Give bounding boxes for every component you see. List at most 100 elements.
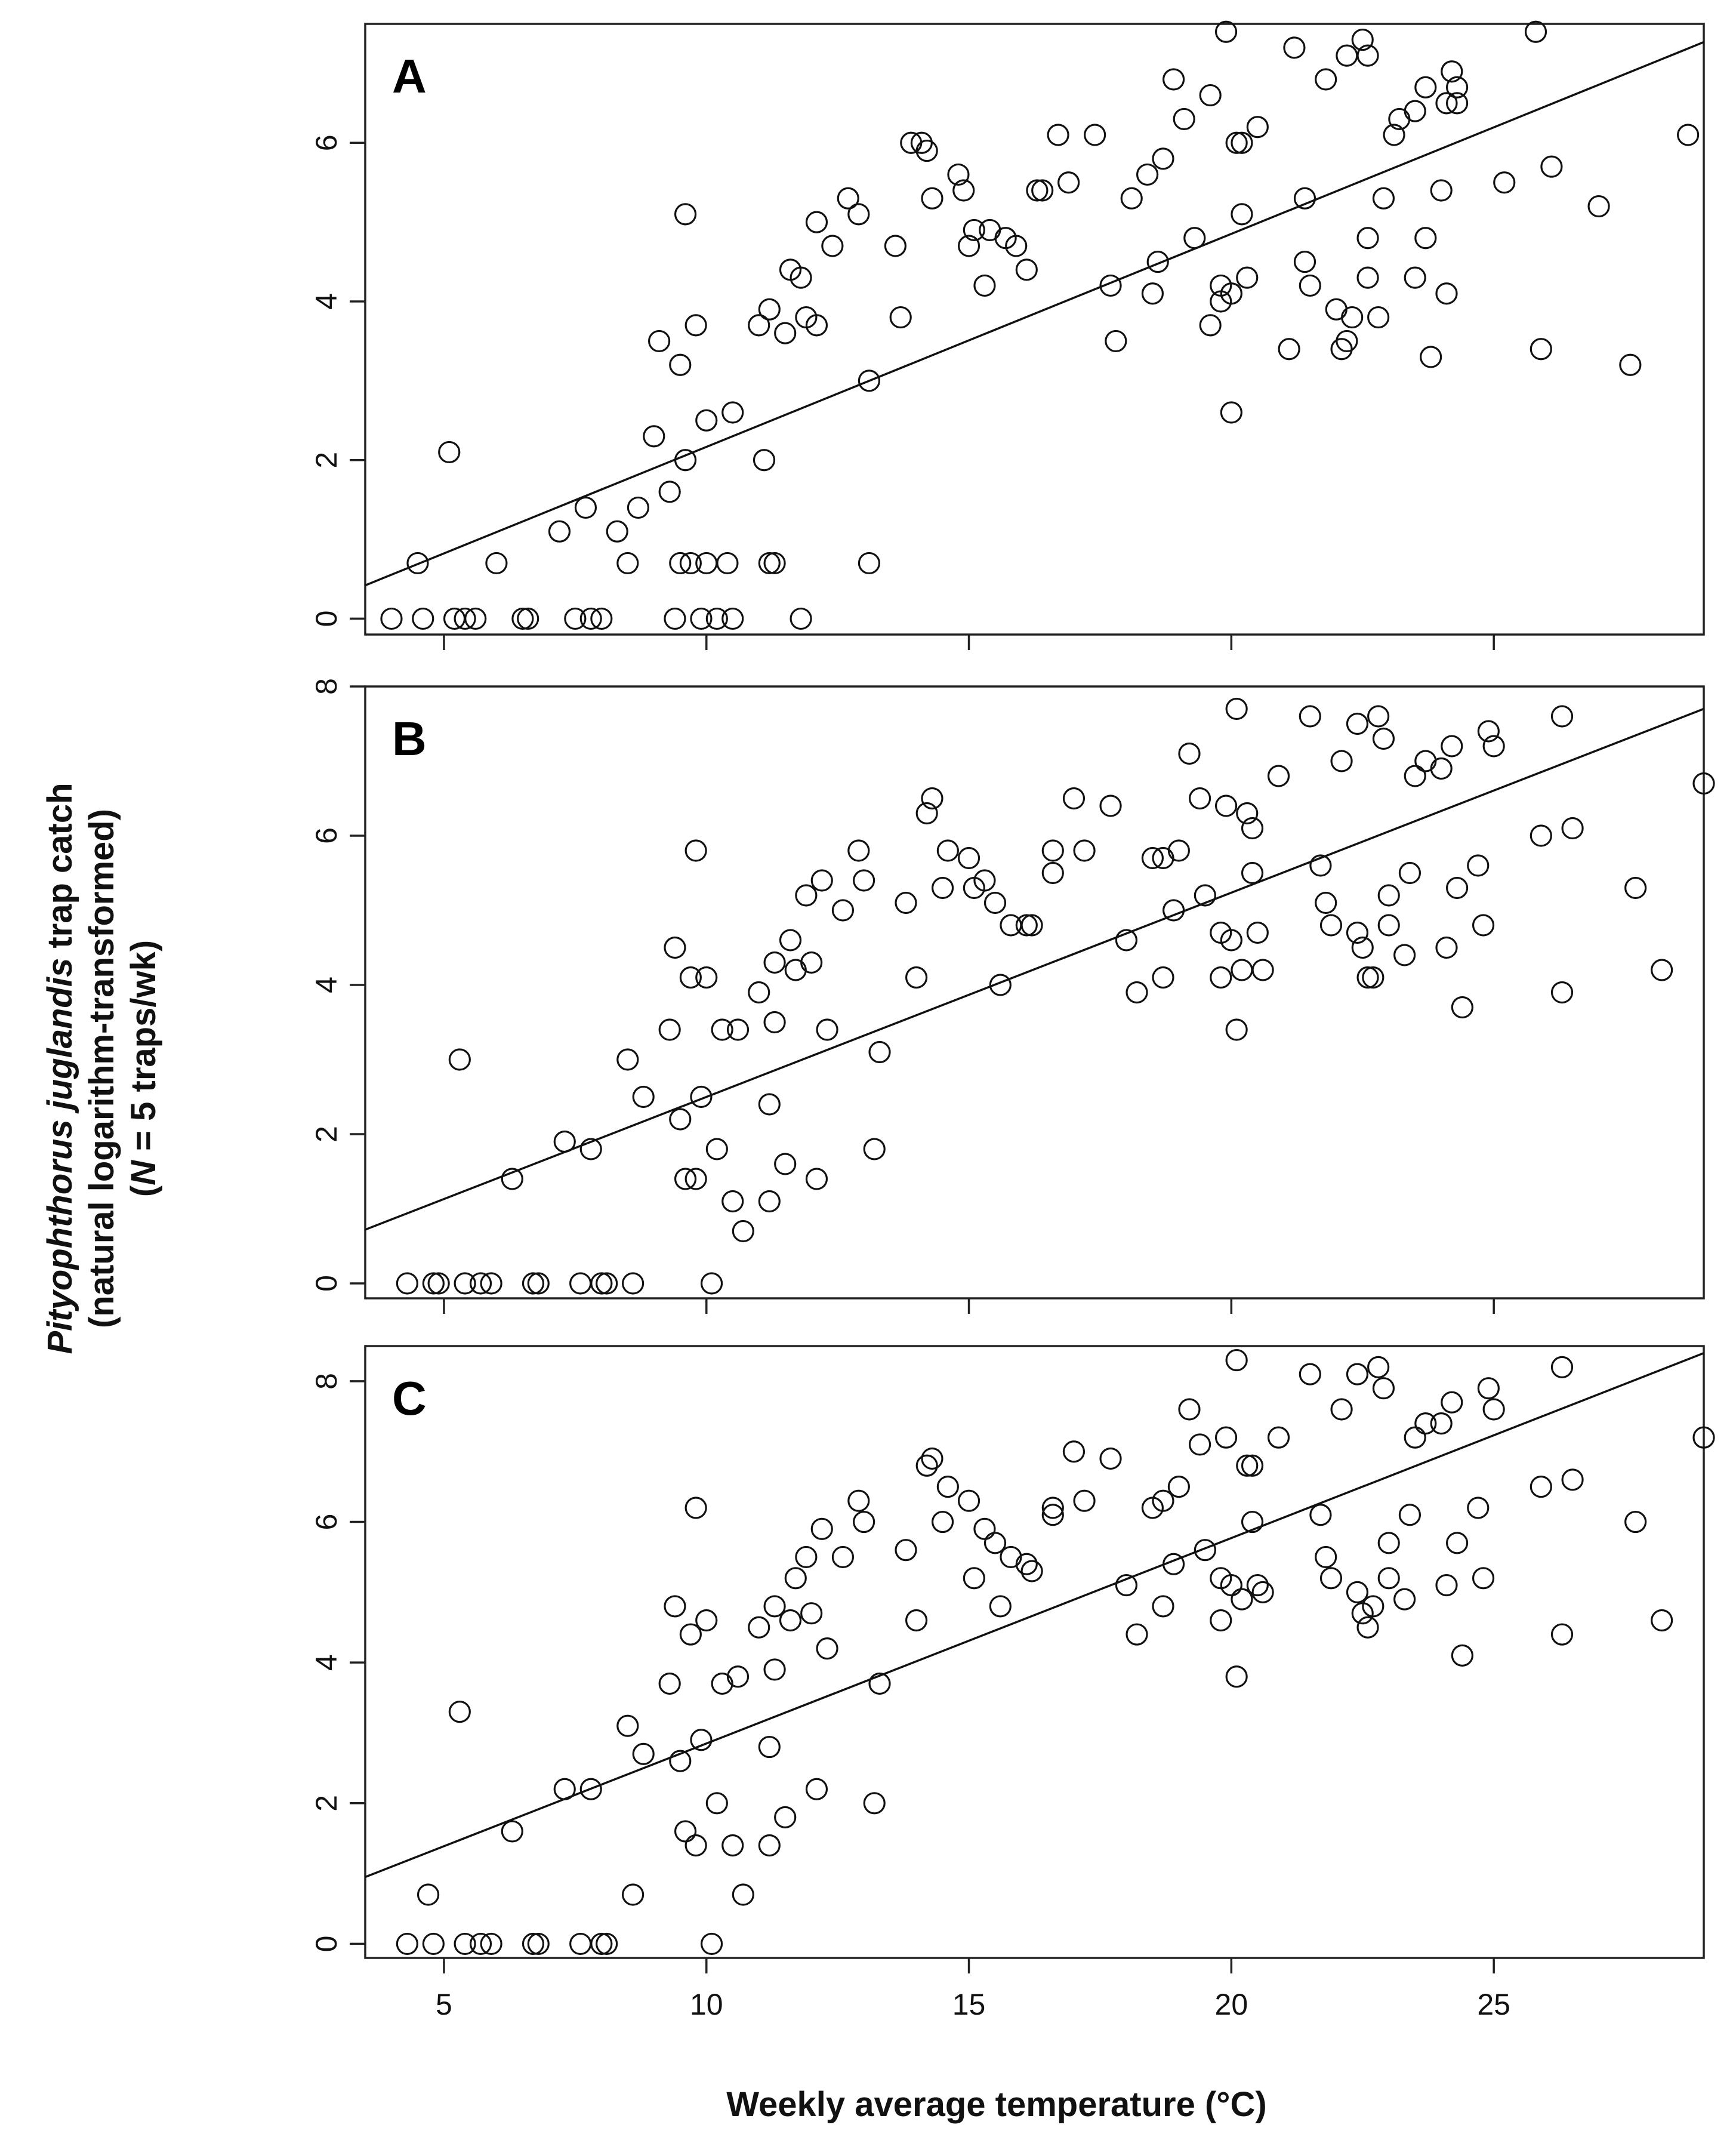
data-point (1005, 235, 1028, 257)
data-point (1530, 1476, 1552, 1498)
data-point (1267, 765, 1290, 787)
data-point (1398, 1504, 1422, 1526)
data-point (774, 1806, 797, 1828)
data-point (596, 1932, 618, 1956)
data-point (1493, 171, 1516, 194)
data-point (1477, 720, 1500, 743)
data-point (674, 203, 697, 226)
data-point (1214, 20, 1238, 43)
data-point (1309, 854, 1332, 877)
data-point (1188, 787, 1211, 810)
data-point (973, 869, 996, 892)
data-point (936, 1476, 959, 1498)
data-point (853, 1510, 875, 1534)
data-point (753, 449, 776, 472)
data-point (963, 1567, 985, 1590)
y-tick-label: 8 (310, 678, 343, 695)
data-point (763, 552, 786, 575)
data-point (732, 1220, 754, 1243)
data-point (690, 1729, 713, 1751)
data-point (1367, 705, 1390, 728)
data-point (795, 884, 818, 907)
data-point (1393, 944, 1416, 966)
data-point (1000, 914, 1022, 937)
data-point (858, 552, 881, 575)
data-point (705, 607, 728, 630)
data-point (1435, 282, 1458, 305)
data-point (1377, 1567, 1400, 1590)
data-point (758, 1093, 781, 1116)
data-point (1152, 1489, 1174, 1512)
data-point (1283, 36, 1306, 59)
data-point (1372, 187, 1395, 210)
data-point (658, 481, 681, 503)
data-point (1141, 846, 1164, 870)
data-point (1482, 735, 1505, 758)
data-point (1435, 92, 1458, 115)
data-point (1099, 274, 1122, 297)
data-point (895, 891, 917, 914)
data-point (1414, 76, 1437, 98)
data-point (1199, 84, 1222, 107)
data-point (915, 1454, 938, 1477)
data-point (1225, 1018, 1248, 1041)
data-point (1188, 1433, 1211, 1456)
data-point (1624, 876, 1647, 900)
data-point (511, 607, 534, 630)
data-point (569, 1932, 592, 1956)
data-point (700, 1272, 723, 1295)
data-point (1167, 839, 1190, 862)
data-point (1330, 750, 1353, 772)
data-point (973, 274, 996, 297)
data-point (1178, 1398, 1201, 1421)
y-tick-label: 8 (310, 1373, 343, 1390)
data-point (979, 218, 1001, 242)
data-point (1404, 1426, 1426, 1449)
data-point (931, 1510, 954, 1534)
data-point (884, 235, 907, 257)
data-point (915, 802, 938, 825)
y-tick-label: 0 (310, 1275, 343, 1292)
data-point (647, 330, 671, 353)
data-point (579, 607, 602, 630)
data-point (790, 266, 812, 289)
data-point (1236, 266, 1259, 289)
data-point (1414, 1412, 1437, 1435)
data-point (1356, 227, 1379, 250)
data-point (721, 401, 744, 424)
data-point (1430, 757, 1453, 780)
data-point (1225, 697, 1248, 720)
data-point (700, 1932, 723, 1956)
data-point (1550, 1623, 1574, 1646)
data-point (522, 1932, 545, 1956)
data-point (1367, 1356, 1390, 1378)
data-point (847, 203, 870, 226)
data-point (1445, 76, 1469, 98)
data-point (1041, 1496, 1064, 1519)
data-point (501, 1168, 523, 1190)
data-point (679, 966, 702, 989)
panel-c: C 0 2 4 6 8 5 10 15 20 25 (310, 1345, 1715, 2021)
data-point (569, 1272, 592, 1295)
y-axis-title-line3: (N = 5 traps/wk) (124, 940, 163, 1197)
data-point (721, 1834, 744, 1857)
data-point (1692, 1426, 1715, 1449)
y-tick-label: 0 (310, 1936, 343, 1953)
data-point (632, 1085, 655, 1108)
data-point (763, 951, 786, 974)
data-point (779, 1609, 802, 1632)
data-point (1550, 705, 1574, 728)
data-point (469, 1932, 492, 1956)
data-point (1225, 131, 1248, 154)
data-point (784, 1567, 807, 1590)
plot-frame (364, 1345, 1705, 1959)
y-tick-label: 6 (310, 827, 343, 844)
data-point (810, 1517, 833, 1540)
data-point (1231, 131, 1253, 154)
data-point (380, 607, 403, 630)
data-point (1315, 891, 1337, 914)
data-point (1020, 914, 1043, 937)
panel-a: A 0 2 4 6 (310, 20, 1705, 650)
y-tick-label: 4 (310, 293, 343, 310)
